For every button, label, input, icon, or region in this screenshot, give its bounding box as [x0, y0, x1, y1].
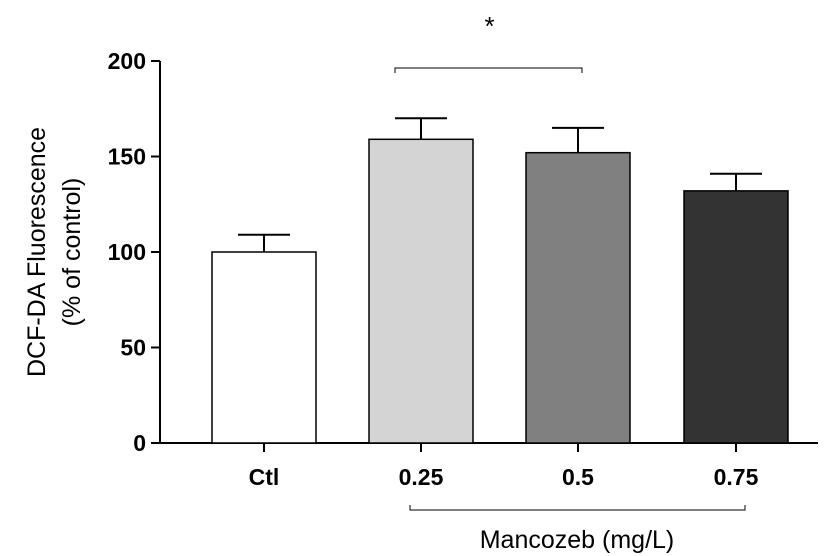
bar-Ctl — [211, 251, 317, 444]
axes: 0 50 100 150 200 Ctl 0.25 0.5 0.75 — [108, 48, 818, 490]
annotations: * — [394, 11, 746, 511]
y-tick-label: 100 — [108, 239, 146, 265]
y-tick-label: 50 — [120, 335, 146, 361]
y-axis-title-line2: (% of control) — [58, 178, 86, 327]
bars — [211, 117, 789, 444]
significance-bracket — [394, 67, 583, 73]
group-bracket — [409, 505, 746, 511]
bar-0.5 — [525, 151, 631, 444]
y-tick-label: 200 — [108, 48, 146, 74]
x-tick-label: 0.25 — [399, 464, 444, 490]
group-label: Mancozeb (mg/L) — [480, 526, 675, 554]
bar-0.25 — [368, 138, 474, 444]
y-axis-title-line1: DCF-DA Fluorescence — [23, 127, 51, 377]
y-tick-label: 0 — [133, 430, 146, 456]
x-tick-label: 0.75 — [714, 464, 759, 490]
significance-star: * — [484, 11, 494, 41]
x-tick-label: Ctl — [249, 464, 280, 490]
bar-0.75 — [683, 190, 789, 444]
x-tick-label: 0.5 — [562, 464, 594, 490]
y-tick-label: 150 — [108, 144, 146, 170]
